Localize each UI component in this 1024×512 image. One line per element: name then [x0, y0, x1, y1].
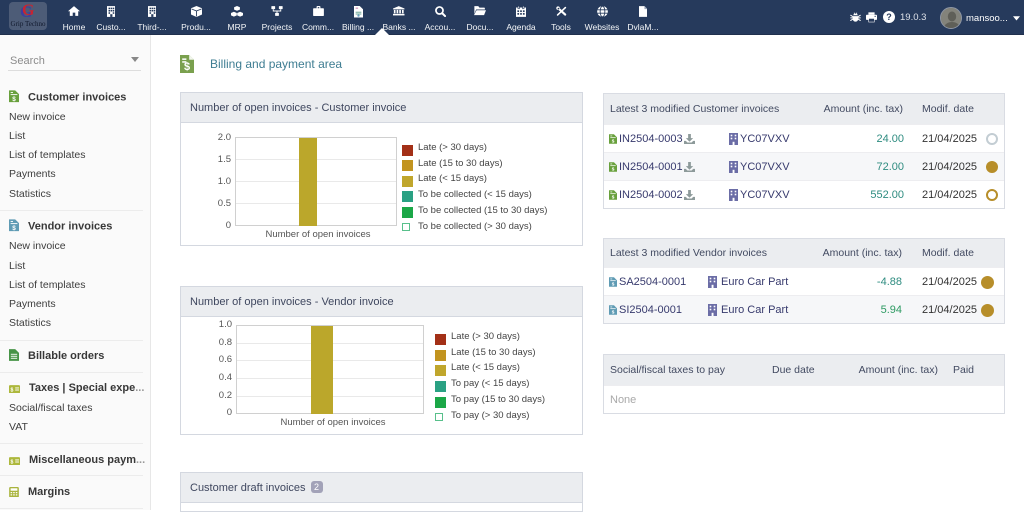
svg-text:$: $ — [612, 138, 615, 144]
svg-text:$: $ — [612, 309, 615, 315]
svg-text:$: $ — [612, 281, 615, 287]
svg-text:$: $ — [11, 459, 14, 465]
svg-text:$: $ — [612, 166, 615, 172]
svg-text:$: $ — [12, 225, 16, 232]
svg-text:$: $ — [612, 194, 615, 200]
svg-text:$: $ — [184, 61, 190, 73]
svg-text:$: $ — [12, 96, 16, 103]
svg-text:$: $ — [11, 387, 14, 393]
